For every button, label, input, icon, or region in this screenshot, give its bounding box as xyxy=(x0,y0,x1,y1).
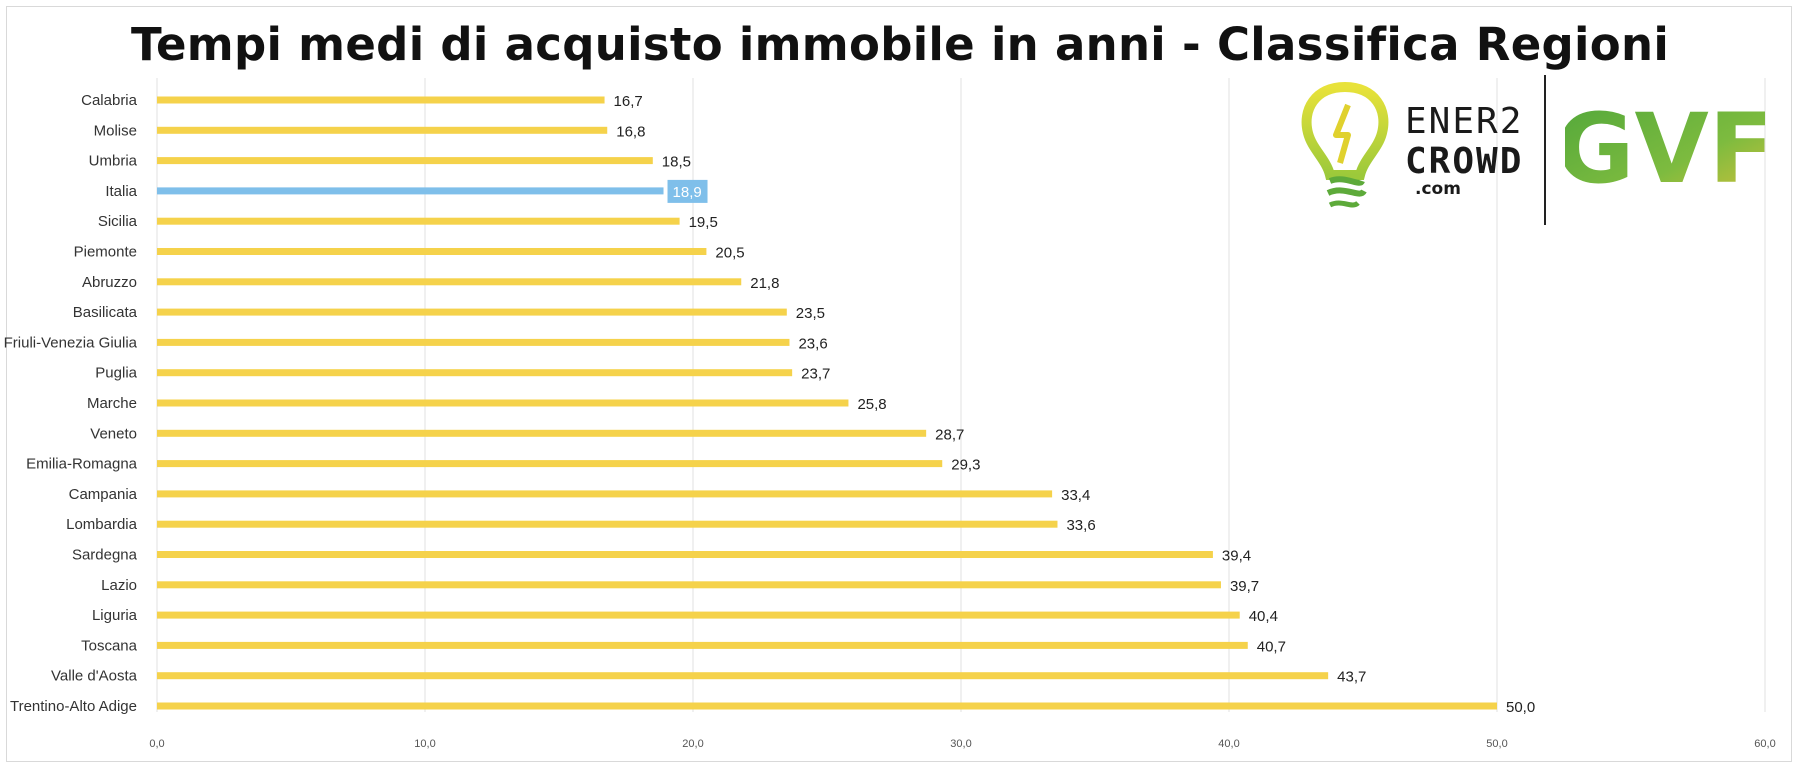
category-label: Umbria xyxy=(89,153,138,170)
category-label: Toscana xyxy=(81,637,138,654)
value-label: 16,7 xyxy=(614,93,643,110)
bar xyxy=(157,338,790,346)
category-label: Friuli-Venezia Giulia xyxy=(4,334,138,351)
value-label: 18,5 xyxy=(662,154,691,171)
bar xyxy=(157,96,605,104)
value-label: 20,5 xyxy=(715,245,744,262)
bar xyxy=(157,187,664,195)
lightbulb-logo-icon xyxy=(1301,81,1389,208)
value-label: 33,6 xyxy=(1066,517,1095,534)
bar xyxy=(157,672,1329,680)
highlight-label-background xyxy=(667,179,708,203)
bar xyxy=(157,126,608,134)
bar xyxy=(157,369,793,377)
category-label: Marche xyxy=(87,395,137,412)
value-label: 39,7 xyxy=(1230,578,1259,595)
value-label: 19,5 xyxy=(689,214,718,231)
value-label: 40,4 xyxy=(1249,608,1278,625)
category-label: Basilicata xyxy=(73,304,138,321)
value-label: 25,8 xyxy=(857,396,886,413)
category-label: Lazio xyxy=(101,577,137,594)
bar xyxy=(157,460,943,468)
category-label: Sicilia xyxy=(98,213,138,230)
bar xyxy=(157,581,1221,589)
bar xyxy=(157,551,1213,558)
value-label: 21,8 xyxy=(750,275,779,292)
category-label: Veneto xyxy=(90,425,137,442)
category-label: Campania xyxy=(69,486,138,503)
category-label: Trentino-Alto Adige xyxy=(10,698,137,715)
logo-area: ENER2 CROWD .com GVF xyxy=(1290,75,1770,225)
x-tick-label: 0,0 xyxy=(149,738,164,750)
value-label: 23,6 xyxy=(798,335,827,352)
ener2crowd-domain: .com xyxy=(1415,179,1461,199)
bar xyxy=(157,641,1248,649)
bar xyxy=(157,702,1497,710)
x-tick-label: 30,0 xyxy=(950,738,971,750)
bar xyxy=(157,278,742,286)
value-label: 16,8 xyxy=(616,123,645,140)
category-label: Puglia xyxy=(95,365,137,382)
logo-divider xyxy=(1544,75,1546,225)
value-label: 23,7 xyxy=(801,366,830,383)
bar xyxy=(157,520,1058,528)
bar xyxy=(157,611,1240,619)
category-label: Piemonte xyxy=(74,244,137,261)
category-label: Lombardia xyxy=(66,516,138,533)
value-label: 40,7 xyxy=(1257,638,1286,655)
gvf-logo-icon: GVF xyxy=(1565,93,1765,200)
category-label: Calabria xyxy=(81,92,138,109)
bar xyxy=(157,217,680,225)
svg-text:GVF: GVF xyxy=(1565,93,1765,200)
chart-title: Tempi medi di acquisto immobile in anni … xyxy=(130,18,1670,71)
bar xyxy=(157,157,653,165)
value-label: 28,7 xyxy=(935,426,964,443)
ener2crowd-wordmark-line1: ENER2 xyxy=(1405,101,1524,142)
x-tick-label: 50,0 xyxy=(1486,738,1507,750)
value-label: 23,5 xyxy=(796,305,825,322)
x-tick-label: 10,0 xyxy=(414,738,435,750)
value-label: 29,3 xyxy=(951,457,980,474)
category-label: Sardegna xyxy=(72,547,138,564)
x-tick-label: 20,0 xyxy=(682,738,703,750)
value-label: 43,7 xyxy=(1337,669,1366,686)
category-label: Emilia-Romagna xyxy=(26,456,138,473)
bar xyxy=(157,308,787,316)
bar xyxy=(157,429,927,437)
value-label: 18,9 xyxy=(673,184,702,201)
bar xyxy=(157,490,1053,498)
category-label: Liguria xyxy=(92,607,138,624)
bar xyxy=(157,399,849,407)
category-label: Abruzzo xyxy=(82,274,137,291)
x-tick-label: 60,0 xyxy=(1754,738,1775,750)
bar xyxy=(157,248,707,255)
value-label: 39,4 xyxy=(1222,548,1251,565)
category-label: Molise xyxy=(94,122,137,139)
ener2crowd-wordmark-line2: CROWD xyxy=(1405,141,1524,182)
value-label: 50,0 xyxy=(1506,699,1535,716)
x-tick-label: 40,0 xyxy=(1218,738,1239,750)
category-label: Italia xyxy=(105,183,137,200)
value-label: 33,4 xyxy=(1061,487,1090,504)
category-label: Valle d'Aosta xyxy=(51,668,138,685)
